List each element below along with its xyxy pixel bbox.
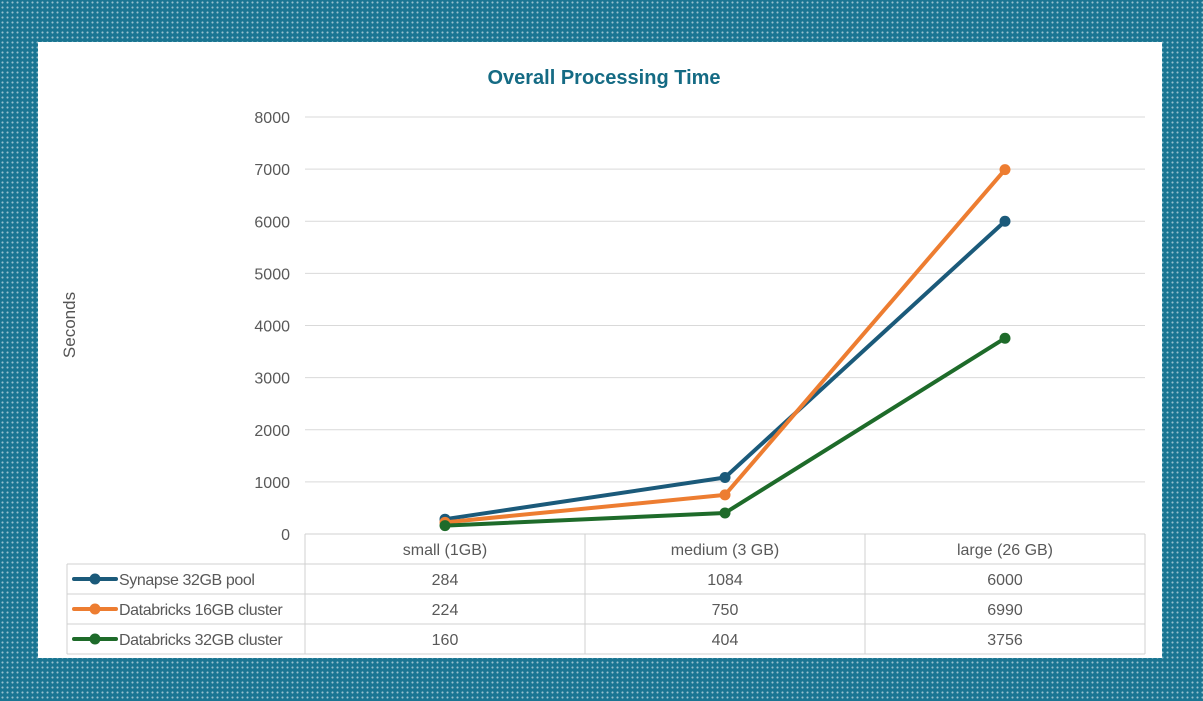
data-point <box>439 520 451 532</box>
y-tick-label: 7000 <box>254 162 290 179</box>
y-tick-label: 3000 <box>254 371 290 388</box>
y-tick-label: 4000 <box>254 319 290 336</box>
y-tick-label: 8000 <box>254 110 290 127</box>
data-table-cell: 6990 <box>987 602 1023 619</box>
x-category-label: large (26 GB) <box>957 542 1053 559</box>
y-tick-label: 1000 <box>254 475 290 492</box>
y-axis-label: Seconds <box>60 292 79 358</box>
data-table-cell: 1084 <box>707 572 743 589</box>
y-tick-label: 5000 <box>254 266 290 283</box>
y-tick-label: 2000 <box>254 423 290 440</box>
series-line <box>443 167 1007 525</box>
x-category-label: medium (3 GB) <box>671 542 779 559</box>
chart-panel: Overall Processing Time Seconds 0 1000 200… <box>38 42 1162 658</box>
data-table-cell: 404 <box>712 632 739 649</box>
data-table-cell: 284 <box>432 572 459 589</box>
line-chart: Overall Processing Time Seconds 0 1000 200… <box>60 67 1146 655</box>
data-point <box>719 471 731 483</box>
data-table-cell: 224 <box>432 602 459 619</box>
legend-swatch-marker <box>89 573 101 585</box>
chart-title: Overall Processing Time <box>487 67 720 89</box>
data-point <box>719 507 731 519</box>
data-table-cell: 6000 <box>987 572 1023 589</box>
y-tick-label: 0 <box>281 527 290 544</box>
legend-swatch-marker <box>89 603 101 615</box>
legend-series-name: Databricks 16GB cluster <box>119 602 283 619</box>
data-point <box>999 332 1011 344</box>
x-category-label: small (1GB) <box>403 542 487 559</box>
data-point <box>999 164 1011 176</box>
data-point <box>719 489 731 501</box>
data-point <box>999 215 1011 227</box>
legend-series-name: Synapse 32GB pool <box>119 572 255 589</box>
legend-series-name: Databricks 32GB cluster <box>119 632 283 649</box>
data-table-cell: 160 <box>432 632 459 649</box>
data-table-cell: 750 <box>712 602 739 619</box>
data-table-cell: 3756 <box>987 632 1023 649</box>
legend-swatch-marker <box>89 633 101 645</box>
y-tick-label: 6000 <box>254 214 290 231</box>
